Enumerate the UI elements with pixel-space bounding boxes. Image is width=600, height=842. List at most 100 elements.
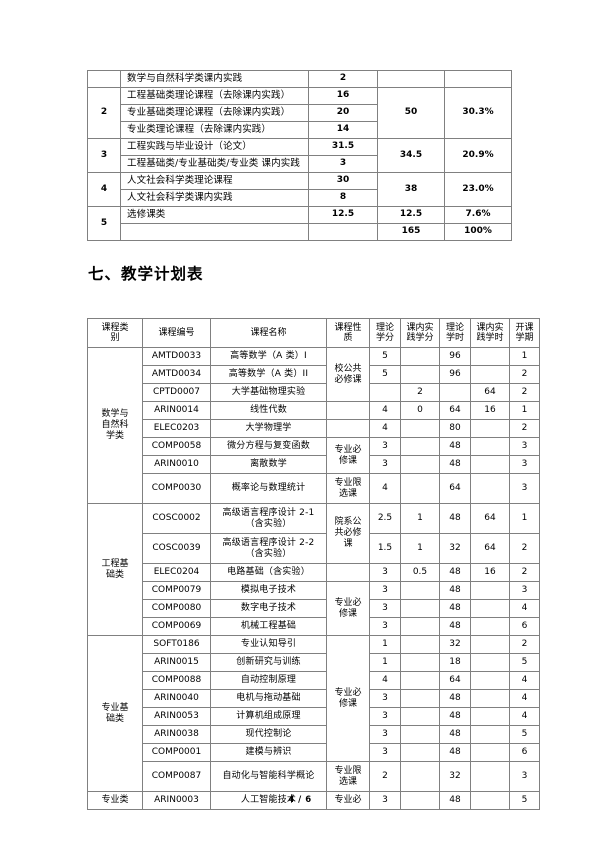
course-practice-hours	[470, 761, 510, 792]
course-practice-hours	[470, 743, 510, 762]
course-term: 3	[509, 455, 540, 474]
credit-row-name: 工程基础类理论课程（去除课内实践）	[120, 87, 309, 105]
course-theory-hours: 96	[439, 365, 471, 384]
course-practice-credit: 0.5	[400, 563, 440, 582]
course-practice-hours	[470, 365, 510, 384]
course-kind-line: 选课	[338, 488, 357, 499]
course-code: COMP0088	[142, 671, 211, 690]
course-code: AMTD0033	[142, 347, 211, 366]
course-code: COMP0080	[142, 599, 211, 618]
table-row: COMP0058 微分方程与复变函数 专业必 修课 3 48 3	[88, 437, 540, 474]
column-header-line: 课内实	[406, 322, 434, 333]
credit-row-subtotal: 165	[377, 223, 445, 241]
course-term: 1	[509, 347, 540, 366]
credit-row-name: 工程实践与毕业设计（论文）	[120, 138, 309, 156]
course-theory-hours: 80	[439, 419, 471, 438]
column-header-line: 践学时	[476, 333, 504, 343]
course-term: 3	[509, 473, 540, 504]
course-term: 6	[509, 617, 540, 636]
course-theory-hours: 48	[439, 689, 471, 708]
course-kind-line: 专业必	[334, 687, 362, 698]
course-practice-hours	[470, 617, 510, 636]
teaching-plan-body: 数学与 自然科 学类 AMTD0033 高等数学（A 类）I 校公共 必修课 5 96 1 AMTD…	[87, 347, 540, 810]
course-theory-hours: 64	[439, 473, 471, 504]
course-name: 大学物理学	[210, 419, 327, 438]
table-row: ARIN0053 计算机组成原理 3 48 4	[88, 707, 540, 726]
credit-summary-table: 数学与自然科学类课内实践 2 2 工程基础类理论课程（去除课内实践） 16 50 30.3%…	[87, 70, 512, 241]
column-header-line: 课程类	[101, 322, 129, 333]
course-theory-credit: 4	[369, 473, 401, 504]
course-practice-hours: 64	[470, 503, 510, 534]
course-kind-line: 校公共	[334, 363, 362, 374]
course-code: COMP0001	[142, 743, 211, 762]
course-term: 2	[509, 563, 540, 582]
course-practice-credit	[400, 653, 440, 672]
course-practice-credit	[400, 617, 440, 636]
course-practice-credit: 0	[400, 401, 440, 420]
course-practice-hours	[470, 689, 510, 708]
course-term: 3	[509, 437, 540, 456]
course-theory-credit: 3	[369, 791, 401, 810]
course-code: COMP0087	[142, 761, 211, 792]
course-theory-credit: 3	[369, 689, 401, 708]
course-kind-line: 专业必	[334, 597, 362, 608]
course-name: 人工智能技术	[210, 791, 327, 810]
credit-row-name: 工程基础类/专业基础类/专业类 课内实践	[120, 155, 309, 173]
course-kind: 院系公 共必修课	[326, 503, 370, 564]
column-header-line: 课程名称	[250, 327, 287, 338]
course-kind: 专业必 修课	[326, 437, 370, 474]
credit-row-credits: 12.5	[308, 206, 378, 224]
course-name-line: 高级语言程序设计 2-2	[222, 538, 315, 549]
course-name: 自动化与智能科学概论	[210, 761, 327, 792]
course-practice-hours	[470, 653, 510, 672]
course-code: CPTD0007	[142, 383, 211, 402]
course-category-line: 学类	[105, 430, 124, 441]
course-code: ELEC0204	[142, 563, 211, 582]
course-kind-line: 课	[343, 538, 353, 549]
table-row: COMP0087 自动化与智能科学概论 专业限 选课 2 32 3	[88, 761, 540, 792]
credit-row-name	[120, 223, 309, 241]
course-term: 5	[509, 653, 540, 672]
course-theory-hours: 48	[439, 617, 471, 636]
course-category-line: 数学与	[101, 409, 129, 420]
course-practice-hours	[470, 707, 510, 726]
course-kind	[326, 563, 370, 582]
course-practice-credit	[400, 761, 440, 792]
course-code: ARIN0053	[142, 707, 211, 726]
course-kind-line: 专业必	[334, 795, 362, 806]
course-theory-hours: 48	[439, 743, 471, 762]
table-row: ARIN0014 线性代数 4 0 64 16 1	[88, 401, 540, 420]
column-header-line: 理论	[445, 322, 464, 333]
course-kind	[326, 401, 370, 420]
table-row: 165 100%	[88, 223, 512, 241]
course-name: 高等数学（A 类）I	[210, 347, 327, 366]
course-kind-line: 选课	[338, 776, 357, 787]
course-theory-credit: 3	[369, 725, 401, 744]
course-name: 离散数学	[210, 455, 327, 474]
course-practice-hours	[470, 347, 510, 366]
course-code: ARIN0010	[142, 455, 211, 474]
credit-row-subtotal: 50	[377, 87, 445, 139]
course-term: 3	[509, 581, 540, 600]
course-term: 6	[509, 743, 540, 762]
table-row: ELEC0204 电路基础（含实验） 3 0.5 48 16 2	[88, 563, 540, 582]
credit-row-index: 3	[87, 138, 121, 173]
course-practice-credit	[400, 365, 440, 384]
table-row: 人文社会科学类课内实践 8	[88, 189, 512, 207]
column-header-line: 质	[343, 333, 353, 343]
course-term: 4	[509, 707, 540, 726]
course-practice-credit	[400, 455, 440, 474]
credit-row-percent: 20.9%	[444, 138, 512, 173]
credit-row-percent: 30.3%	[444, 87, 512, 139]
course-theory-hours: 64	[439, 401, 471, 420]
credit-row-index: 5	[87, 206, 121, 241]
table-row: ARIN0040 电机与拖动基础 3 48 4	[88, 689, 540, 708]
course-code: ARIN0038	[142, 725, 211, 744]
course-name: 电机与拖动基础	[210, 689, 327, 708]
table-row: COMP0079 模拟电子技术 专业必 修课 3 48 3	[88, 581, 540, 636]
table-row: COSC0039 高级语言程序设计 2-2 （含实验） 1.5 1 32 64 2	[88, 533, 540, 564]
course-kind	[326, 419, 370, 438]
credit-row-credits: 3	[308, 155, 378, 173]
course-name: 高级语言程序设计 2-2 （含实验）	[210, 533, 327, 564]
course-theory-credit: 3	[369, 743, 401, 762]
